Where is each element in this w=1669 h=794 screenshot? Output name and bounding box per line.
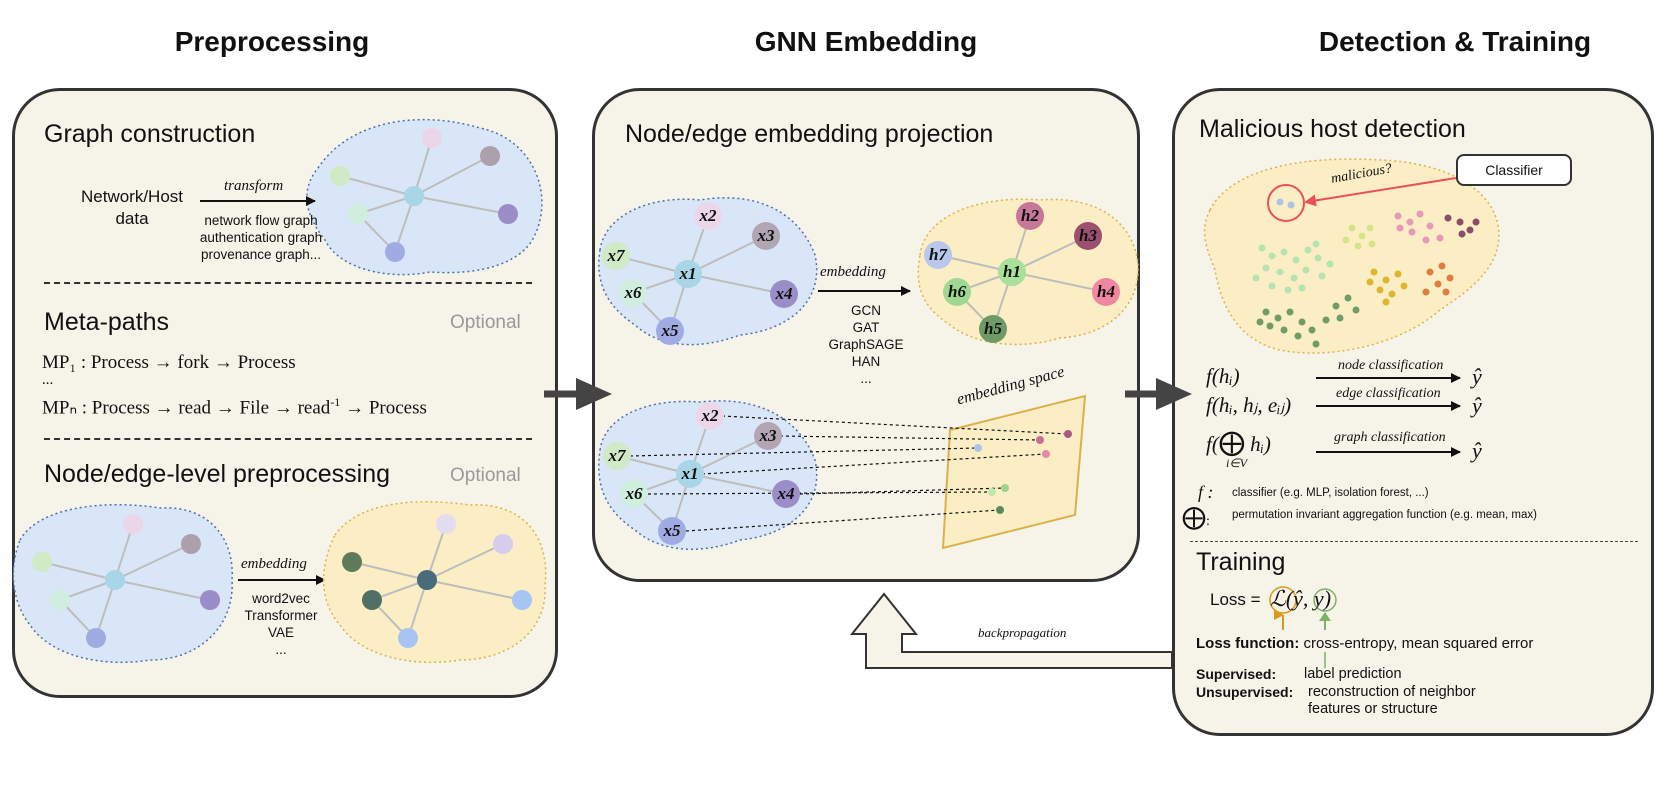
node-edge-optional: Optional [450,465,521,486]
flow-arrow-1 [544,378,612,410]
node-h4: h4 [1092,278,1120,306]
node-x6-b: x6 [620,480,648,508]
loss-label: Loss = [1210,590,1261,609]
node-x3-b: x3 [754,422,782,450]
supervised-label: Supervised: [1196,666,1277,682]
f-description: classifier (e.g. MLP, isolation forest, … [1232,487,1429,499]
cluster-light-green [1252,240,1334,294]
node-x5-b: x5 [658,517,686,545]
f-graph-sub: i∈V [1226,456,1248,470]
cluster-pink [1394,210,1444,244]
node-x4: x4 [770,280,798,308]
oplus-description: permutation invariant aggregation functi… [1232,509,1537,521]
f-graph: f(⨁ hᵢ) [1206,428,1271,457]
graph-examples: network flow graph authentication graph … [199,213,323,262]
column-title-preprocessing: Preprocessing [174,26,370,57]
detection-title: Malicious host detection [1199,115,1466,143]
node-x3: x3 [752,222,780,250]
meta-path-ellipsis: ... [42,372,54,388]
network-host-data: Network/Host data [80,187,184,228]
node-h1: h1 [998,258,1026,286]
backprop-arrow [849,592,1173,669]
cluster-orange [1422,262,1454,296]
oplus-icon: ⨁ [1218,428,1245,457]
node-x2: x2 [694,202,722,230]
node-x1-b: x1 [676,460,704,488]
node-x6: x6 [619,279,647,307]
node-x1: x1 [674,260,702,288]
node-h2: h2 [1016,202,1044,230]
cluster-gold [1366,268,1408,306]
oplus-legend-icon: ⨁: [1182,505,1210,531]
loss-expression: ℒ(ŷ, y) [1270,586,1332,611]
cluster-purple [1444,214,1480,238]
graph-construction-title: Graph construction [44,120,256,148]
transform-label: transform [224,178,284,194]
gnn-embedding-label: embedding [820,264,886,280]
yhat-edge: ŷ [1472,393,1482,418]
meta-path-n: MPₙ : Process → read → File → read-1 → P… [42,395,427,419]
classifier-box: Classifier [1456,154,1572,186]
node-h5: h5 [979,315,1007,343]
node-classification-label: node classification [1338,358,1444,373]
supervised-value: label prediction [1304,666,1402,682]
graph-classification-label: graph classification [1334,430,1446,445]
node-x4-b: x4 [772,480,800,508]
cluster-yellow-green [1342,224,1376,250]
yhat-graph: ŷ [1472,438,1482,463]
gnn-title: Node/edge embedding projection [625,120,994,148]
preprocessing-methods: word2vec Transformer VAE ... [244,591,318,657]
column-title-detection: Detection & Training [1318,26,1592,57]
node-x5: x5 [656,317,684,345]
flow-arrow-2 [1125,378,1192,410]
gnn-methods: GCN GAT GraphSAGE HAN ... [828,303,904,386]
divider-1 [44,282,532,284]
f-edge: f(hᵢ, hⱼ, eᵢⱼ) [1206,393,1292,417]
training-title: Training [1196,548,1286,576]
unsupervised-value: reconstruction of neighbor features or s… [1308,684,1476,717]
preprocessing-embedding-label: embedding [241,556,307,572]
edge-classification-label: edge classification [1336,386,1441,401]
node-x7-b: x7 [603,442,631,470]
node-h3: h3 [1074,222,1102,250]
meta-paths-title: Meta-paths [44,308,170,336]
node-h7: h7 [924,241,952,269]
embedding-space-plane [941,394,1087,550]
meta-path-1: MP₁ : Process → fork → Process [42,352,296,373]
backpropagation-label: backpropagation [978,625,1067,640]
f-node: f(hᵢ) [1206,364,1240,388]
f-symbol: f : [1198,482,1214,502]
divider-3 [1190,541,1638,542]
meta-paths-optional: Optional [450,312,521,333]
column-title-gnn: GNN Embedding [754,26,978,57]
node-x7: x7 [602,242,630,270]
unsupervised-label: Unsupervised: [1196,684,1294,700]
node-x2-b: x2 [696,402,724,430]
loss-function-row: Loss function: cross-entropy, mean squar… [1196,635,1534,652]
yhat-node: ŷ [1472,364,1482,389]
divider-2 [44,438,532,440]
node-h6: h6 [943,278,971,306]
cluster-dark-green [1256,294,1360,348]
node-edge-preprocessing-title: Node/edge-level preprocessing [44,460,391,488]
